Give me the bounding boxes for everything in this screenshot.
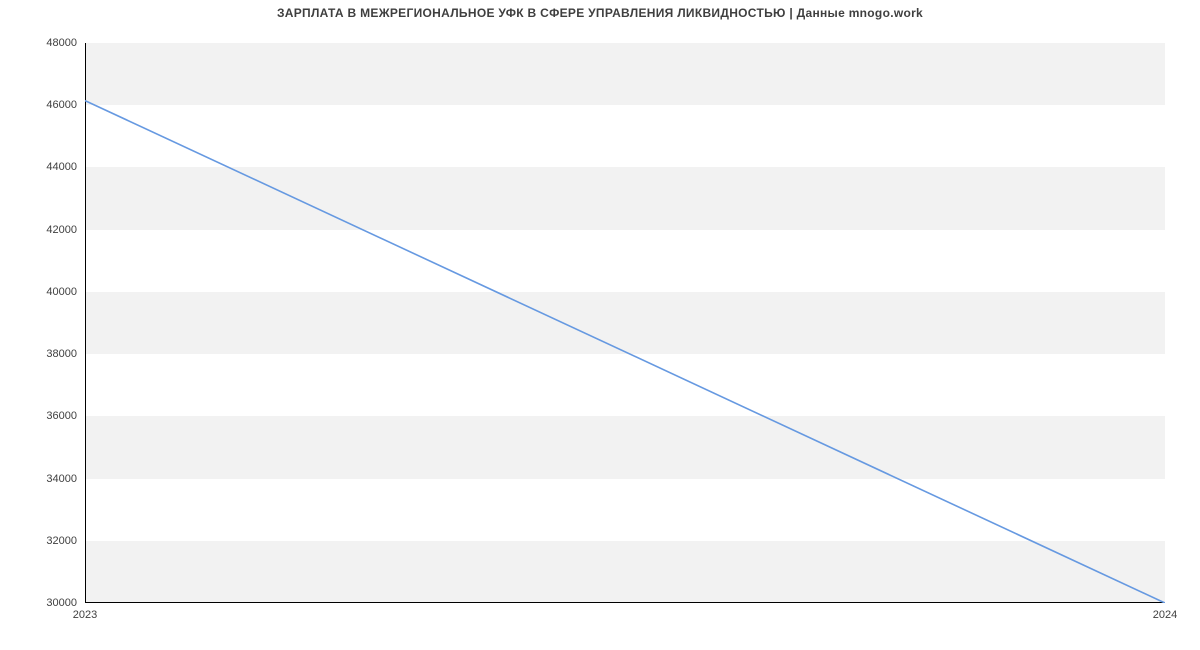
y-tick-label: 32000 [46, 535, 85, 547]
y-tick-label: 48000 [46, 37, 85, 49]
x-tick-label: 2023 [73, 603, 97, 621]
y-tick-label: 38000 [46, 348, 85, 360]
plot-area: 3000032000340003600038000400004200044000… [85, 43, 1165, 603]
x-tick-label: 2024 [1153, 603, 1177, 621]
y-tick-label: 44000 [46, 161, 85, 173]
y-tick-label: 46000 [46, 99, 85, 111]
y-tick-label: 42000 [46, 224, 85, 236]
chart-container: { "chart": { "type": "line", "title": "З… [0, 0, 1200, 650]
y-tick-label: 34000 [46, 473, 85, 485]
y-tick-label: 40000 [46, 286, 85, 298]
series-line-salary [85, 101, 1165, 603]
series-svg [85, 43, 1165, 603]
y-tick-label: 36000 [46, 410, 85, 422]
chart-title: ЗАРПЛАТА В МЕЖРЕГИОНАЛЬНОЕ УФК В СФЕРЕ У… [0, 6, 1200, 20]
